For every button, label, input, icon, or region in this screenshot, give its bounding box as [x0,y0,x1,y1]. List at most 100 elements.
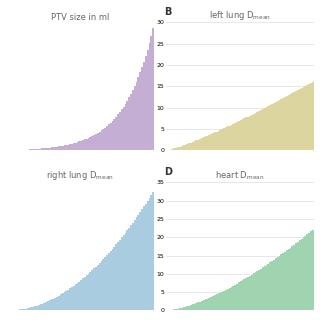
Bar [201,138,203,150]
Bar [306,235,308,310]
Bar [95,267,97,310]
Bar [136,217,138,310]
Text: D: D [164,167,172,177]
Bar [299,240,301,310]
Bar [286,250,288,310]
Bar [73,143,75,150]
Bar [143,62,145,150]
Bar [124,104,126,150]
Bar [203,137,205,150]
Bar [115,244,117,310]
Bar [266,265,268,310]
Bar [28,149,30,150]
Bar [266,107,268,150]
Bar [240,281,242,310]
Bar [223,291,225,310]
Bar [66,291,67,310]
Bar [76,283,78,310]
Bar [130,94,132,150]
Bar [152,192,154,310]
Bar [284,97,286,150]
Bar [302,237,304,310]
Bar [286,96,288,150]
Bar [91,136,93,150]
Bar [230,287,232,310]
Bar [278,256,280,310]
Bar [145,204,147,310]
Bar [80,141,82,150]
Bar [170,149,172,150]
Bar [205,300,206,310]
Bar [308,233,310,310]
Bar [260,110,262,150]
Bar [280,99,282,150]
Bar [56,147,58,150]
Bar [201,301,203,310]
Bar [51,148,52,150]
Bar [262,109,264,150]
Bar [69,144,71,150]
Bar [293,245,295,310]
Bar [184,145,186,150]
Bar [249,276,251,310]
Bar [306,85,308,150]
Bar [51,300,52,310]
Bar [210,134,212,150]
Bar [221,129,223,150]
Bar [214,132,216,150]
Bar [232,124,234,150]
Bar [249,116,251,150]
Bar [66,145,67,150]
Bar [25,308,27,310]
Bar [177,147,179,150]
Bar [148,43,150,150]
Bar [203,300,205,310]
Bar [78,141,80,150]
Bar [269,105,271,150]
Bar [27,308,28,310]
Bar [258,270,260,310]
Bar [71,144,73,150]
Bar [110,251,112,310]
Bar [196,303,197,310]
Bar [132,223,134,310]
Bar [245,278,247,310]
Bar [106,126,108,150]
Bar [188,143,190,150]
Bar [91,270,93,310]
Bar [97,133,99,150]
Bar [40,304,42,310]
Bar [253,114,254,150]
Bar [301,88,302,150]
Bar [86,139,88,150]
Bar [148,198,150,310]
Bar [102,129,104,150]
Bar [147,50,148,150]
Bar [75,284,76,310]
Bar [292,93,293,150]
Bar [218,131,220,150]
Bar [295,91,297,150]
Bar [112,249,114,310]
Bar [288,95,290,150]
Bar [30,307,32,310]
Bar [123,235,124,310]
Bar [172,149,173,150]
Bar [132,90,134,150]
Bar [150,195,152,310]
Bar [134,86,136,150]
Bar [190,305,192,310]
Bar [78,282,80,310]
Bar [175,309,177,310]
Bar [90,272,91,310]
Bar [139,72,141,150]
Bar [247,116,249,150]
Bar [93,135,95,150]
Bar [308,84,310,150]
Bar [288,249,290,310]
Bar [173,309,175,310]
Bar [216,132,218,150]
Title: PTV size in ml: PTV size in ml [51,12,109,22]
Bar [54,147,56,150]
Bar [229,288,230,310]
